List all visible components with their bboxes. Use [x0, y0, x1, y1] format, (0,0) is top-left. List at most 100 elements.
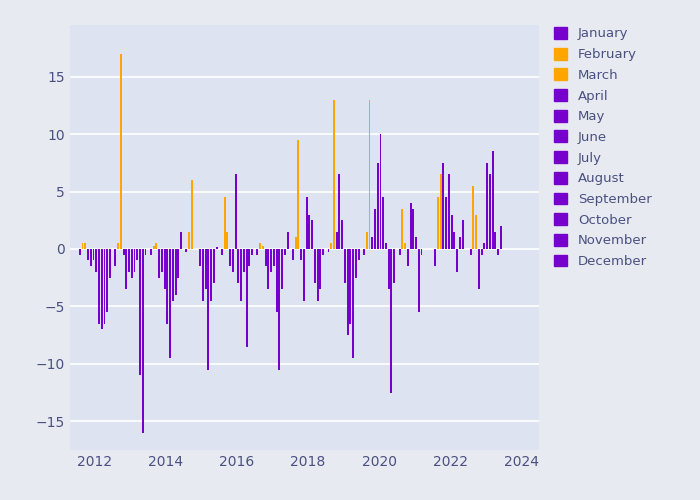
Bar	[292, 249, 294, 260]
Bar	[346, 249, 349, 335]
Legend: January, February, March, April, May, June, July, August, September, October, No: January, February, March, April, May, Ju…	[550, 23, 656, 272]
Bar	[328, 249, 330, 252]
Bar	[114, 249, 116, 266]
Bar	[418, 249, 420, 312]
Bar	[494, 232, 496, 249]
Bar	[391, 249, 393, 392]
Bar	[224, 198, 225, 249]
Bar	[489, 174, 491, 249]
Bar	[87, 249, 89, 260]
Bar	[144, 249, 146, 254]
Bar	[216, 246, 218, 249]
Bar	[407, 249, 409, 266]
Bar	[461, 220, 463, 249]
Bar	[265, 249, 267, 266]
Bar	[150, 249, 152, 254]
Bar	[371, 238, 373, 249]
Bar	[270, 249, 272, 272]
Bar	[366, 232, 368, 249]
Bar	[109, 249, 111, 278]
Bar	[172, 249, 174, 300]
Bar	[442, 163, 444, 249]
Bar	[456, 249, 458, 272]
Bar	[295, 238, 297, 249]
Bar	[167, 249, 168, 324]
Bar	[473, 186, 475, 249]
Bar	[344, 249, 346, 284]
Bar	[377, 163, 379, 249]
Bar	[393, 249, 395, 284]
Bar	[303, 249, 305, 300]
Bar	[46, 214, 48, 249]
Bar	[106, 249, 108, 312]
Bar	[385, 243, 387, 249]
Bar	[316, 249, 319, 300]
Bar	[491, 152, 494, 249]
Bar	[117, 243, 119, 249]
Bar	[336, 232, 337, 249]
Bar	[339, 174, 340, 249]
Bar	[434, 249, 436, 266]
Bar	[500, 226, 502, 249]
Bar	[139, 249, 141, 376]
Bar	[204, 249, 206, 289]
Bar	[404, 243, 406, 249]
Bar	[319, 249, 321, 289]
Bar	[306, 198, 308, 249]
Bar	[454, 232, 455, 249]
Bar	[401, 209, 403, 249]
Bar	[415, 238, 417, 249]
Bar	[421, 249, 423, 254]
Bar	[226, 232, 228, 249]
Bar	[177, 249, 179, 278]
Bar	[262, 246, 264, 249]
Bar	[445, 198, 447, 249]
Bar	[440, 174, 442, 249]
Bar	[355, 249, 357, 278]
Bar	[49, 192, 50, 249]
Bar	[188, 232, 190, 249]
Bar	[322, 249, 324, 254]
Bar	[276, 249, 278, 312]
Bar	[248, 249, 251, 266]
Bar	[298, 140, 300, 249]
Bar	[158, 249, 160, 278]
Bar	[412, 209, 414, 249]
Bar	[286, 232, 288, 249]
Bar	[84, 243, 86, 249]
Bar	[410, 203, 412, 249]
Bar	[349, 249, 351, 324]
Bar	[374, 209, 376, 249]
Bar	[164, 249, 165, 289]
Bar	[309, 214, 310, 249]
Bar	[90, 249, 92, 266]
Bar	[382, 198, 384, 249]
Bar	[136, 249, 138, 260]
Bar	[161, 249, 163, 272]
Bar	[155, 243, 158, 249]
Bar	[174, 249, 176, 295]
Bar	[131, 249, 133, 278]
Bar	[186, 249, 188, 252]
Bar	[142, 249, 144, 433]
Bar	[207, 249, 209, 370]
Bar	[180, 232, 182, 249]
Bar	[475, 214, 477, 249]
Bar	[79, 249, 81, 254]
Bar	[234, 174, 237, 249]
Bar	[398, 249, 400, 254]
Bar	[300, 249, 302, 260]
Bar	[273, 249, 275, 266]
Bar	[314, 249, 316, 284]
Bar	[92, 249, 95, 260]
Bar	[486, 163, 488, 249]
Bar	[229, 249, 231, 266]
Bar	[437, 198, 439, 249]
Bar	[122, 249, 125, 254]
Bar	[458, 238, 461, 249]
Bar	[81, 243, 83, 249]
Bar	[478, 249, 480, 289]
Bar	[330, 243, 332, 249]
Bar	[210, 249, 212, 300]
Bar	[368, 100, 370, 249]
